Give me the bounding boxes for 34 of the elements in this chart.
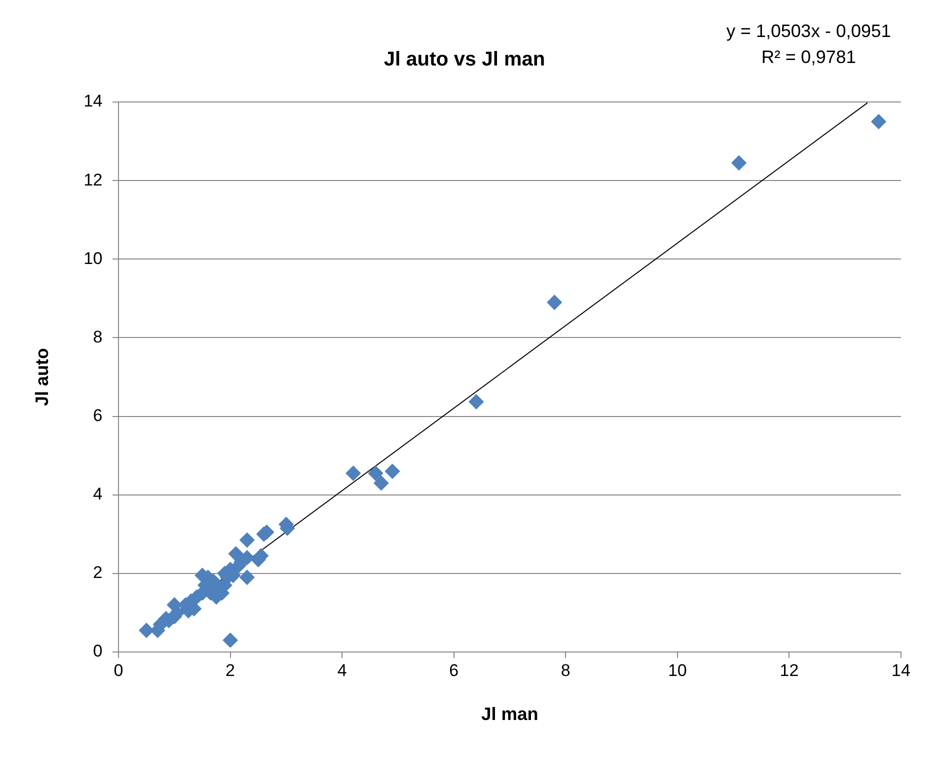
point <box>731 155 746 170</box>
y-tick-label: 4 <box>93 484 103 504</box>
point <box>222 632 238 648</box>
x-tick-label: 14 <box>892 660 910 680</box>
y-tick-label: 8 <box>93 327 103 346</box>
y-axis-title: Jl auto <box>32 348 52 406</box>
y-tick-label: 6 <box>93 406 103 425</box>
point <box>368 466 384 481</box>
x-tick-label: 6 <box>449 660 459 680</box>
x-tick-label: 10 <box>668 660 687 680</box>
point <box>871 114 886 130</box>
y-tick-label: 0 <box>93 642 103 661</box>
y-tick-label: 2 <box>93 563 103 582</box>
text: R² = 0,9781 <box>760 46 857 69</box>
point <box>374 476 389 491</box>
point <box>346 466 361 481</box>
point <box>384 464 400 479</box>
chart-title: Jl auto vs Jl man <box>384 48 546 71</box>
x-axis-title: Jl man <box>481 704 538 724</box>
x-tick-label: 4 <box>337 660 347 680</box>
point <box>546 294 562 310</box>
text: y = 1,0503x - 0,0951 <box>726 20 891 43</box>
point <box>138 622 154 638</box>
x-tick-label: 0 <box>114 660 124 680</box>
y-tick-label: 12 <box>84 170 103 190</box>
x-tick-label: 2 <box>226 660 236 680</box>
x-tick-label: 12 <box>780 660 799 680</box>
point <box>228 546 244 562</box>
point <box>468 394 484 410</box>
y-tick-label: 14 <box>84 92 103 111</box>
y-tick-label: 10 <box>84 248 103 268</box>
point <box>240 532 255 548</box>
x-tick-label: 8 <box>560 660 570 680</box>
point <box>240 570 255 585</box>
